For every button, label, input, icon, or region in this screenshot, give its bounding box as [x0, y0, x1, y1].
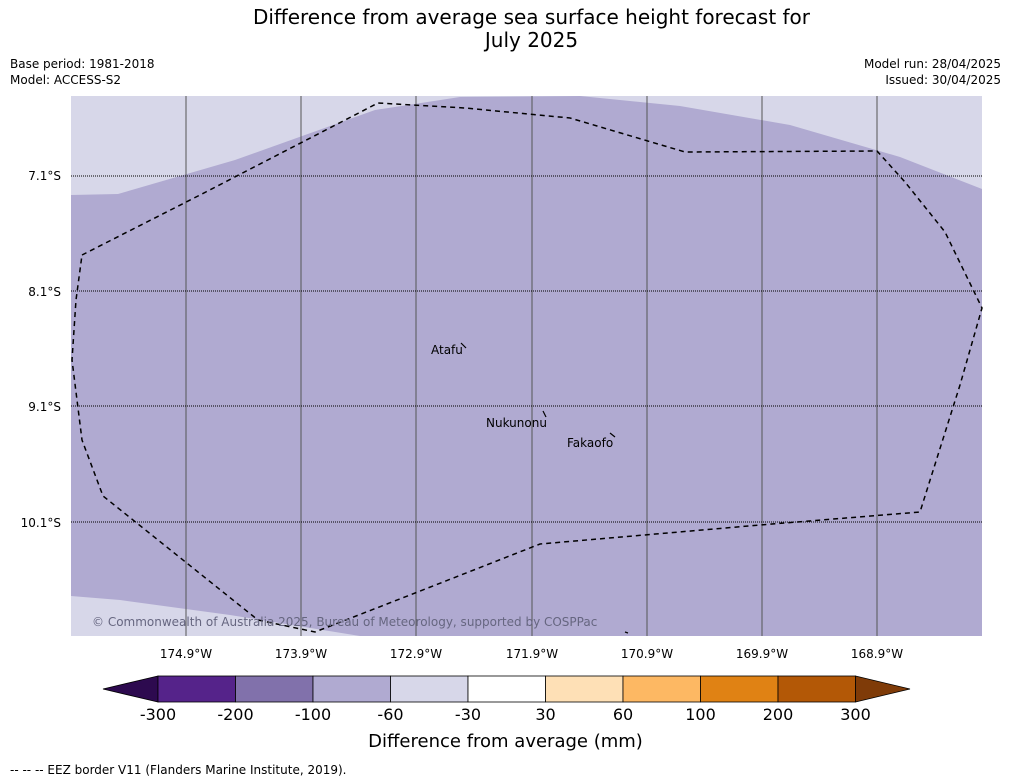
model-name: Model: ACCESS-S2	[10, 73, 122, 87]
colorbar-bin-2	[235, 675, 314, 703]
islands	[460, 342, 629, 634]
eez-legend-note: -- -- -- EEZ border V11 (Flanders Marine…	[10, 763, 347, 777]
nukunonu-island	[542, 410, 547, 418]
lon-label-174.9: 174.9°W	[160, 647, 212, 661]
colorbar-tick: 300	[840, 705, 871, 724]
colorbar-tick: 100	[685, 705, 716, 724]
lon-label-172.9: 172.9°W	[390, 647, 442, 661]
atafu-island	[460, 342, 467, 349]
colorbar-bin-9	[777, 675, 856, 703]
colorbar-extend-high	[855, 675, 911, 703]
colorbar-bin-4	[390, 675, 469, 703]
lat-label-8.1: 8.1°S	[28, 285, 61, 299]
issued-date: Issued: 30/04/2025	[885, 73, 1001, 87]
colorbar-bin-3	[312, 675, 391, 703]
fakaofo-island	[609, 432, 616, 438]
colorbar-bin-8	[700, 675, 779, 703]
colorbar-tick: -100	[294, 705, 332, 724]
colorbar-tick: -60	[377, 705, 404, 724]
meta-left: Base period: 1981-2018 Model: ACCESS-S2	[10, 56, 155, 88]
colorbar-label: Difference from average (mm)	[368, 731, 643, 752]
colorbar-extend-low	[102, 675, 159, 703]
colorbar-tick: -200	[217, 705, 254, 724]
lon-label-171.9: 171.9°W	[506, 647, 558, 661]
lon-label-173.9: 173.9°W	[275, 647, 327, 661]
colorbar-tick: 30	[535, 705, 556, 724]
map-title-line2: July 2025	[484, 28, 579, 52]
map-title: Difference from average sea surface heig…	[0, 6, 1011, 52]
colorbar-bin-6	[545, 675, 624, 703]
lat-label-9.1: 9.1°S	[28, 400, 61, 414]
longitude-grid	[185, 96, 878, 636]
lon-label-169.9: 169.9°W	[736, 647, 788, 661]
map-panel: Atafu Nukunonu Fakaofo © Commonwealth of…	[71, 96, 983, 636]
place-labels: Atafu Nukunonu Fakaofo	[431, 343, 613, 450]
lat-label-7.1: 7.1°S	[28, 169, 61, 183]
colorbar-tick: 200	[762, 705, 794, 724]
sea-height-anomaly-region	[71, 96, 982, 636]
meta-right: Model run: 28/04/2025 Issued: 30/04/2025	[864, 56, 1001, 88]
lat-label-10.1: 10.1°S	[21, 516, 61, 530]
copyright-notice: © Commonwealth of Australia 2025, Bureau…	[92, 615, 597, 629]
lon-label-170.9: 170.9°W	[621, 647, 673, 661]
place-label-fakaofo: Fakaofo	[567, 436, 613, 450]
place-label-nukunonu: Nukunonu	[486, 416, 547, 430]
model-run: Model run: 28/04/2025	[863, 57, 1001, 71]
colorbar-tick: -300	[139, 705, 177, 724]
longitude-labels: 174.9°W 173.9°W 172.9°W 171.9°W 170.9°W …	[160, 647, 903, 661]
base-period: Base period: 1981-2018	[10, 57, 155, 71]
map-title-line1: Difference from average sea surface heig…	[252, 5, 811, 29]
lon-label-168.9: 168.9°W	[851, 647, 903, 661]
colorbar-bin-5	[467, 675, 546, 703]
colorbar-bin-7	[622, 675, 701, 703]
colorbar-bin-1	[157, 675, 236, 703]
eez-border	[71, 102, 983, 633]
southern-island	[624, 631, 629, 634]
place-label-atafu: Atafu	[431, 343, 463, 357]
colorbar-tick: 60	[612, 705, 634, 724]
colorbar	[102, 675, 911, 703]
colorbar-tick: -30	[454, 705, 482, 724]
latitude-labels: 7.1°S 8.1°S 9.1°S 10.1°S	[21, 169, 61, 530]
